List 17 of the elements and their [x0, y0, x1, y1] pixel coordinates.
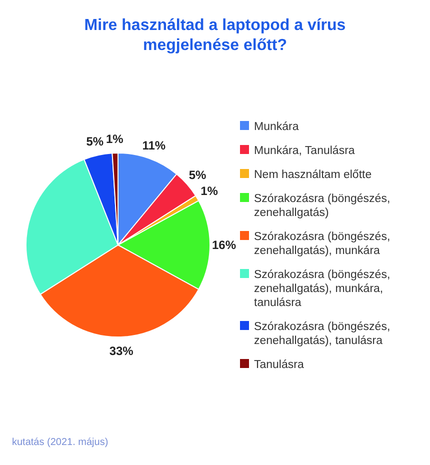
data-label: 1% [106, 132, 124, 146]
legend-label: Szórakozásra (böngészés, zenehallgatás), munkára, tanulásra [254, 269, 390, 309]
legend-label: Munkára, Tanulásra [254, 145, 356, 157]
data-label: 11% [142, 138, 166, 152]
data-label: 5% [86, 134, 104, 149]
legend-label: Szórakozásra (böngészés, zenehallgatás), tanulásra [254, 321, 390, 347]
chart-title: Mire használtad a laptopod a vírus megjelenése előtt? [84, 17, 346, 54]
legend-label: Szórakozásra (böngészés, zenehallgatás) [254, 193, 390, 219]
legend-label: Tanulásra [254, 359, 304, 371]
legend-label: Szórakozásra (böngészés, zenehallgatás), munkára [254, 231, 390, 257]
data-label: 1% [200, 184, 218, 198]
text: kutatás (2021. május) [12, 437, 108, 448]
legend-label: Munkára [254, 121, 300, 133]
data-label: 16% [212, 238, 236, 252]
data-label: 5% [188, 168, 207, 182]
data-label: 33% [109, 344, 134, 358]
legend-label: Nem használtam előtte [254, 169, 372, 181]
